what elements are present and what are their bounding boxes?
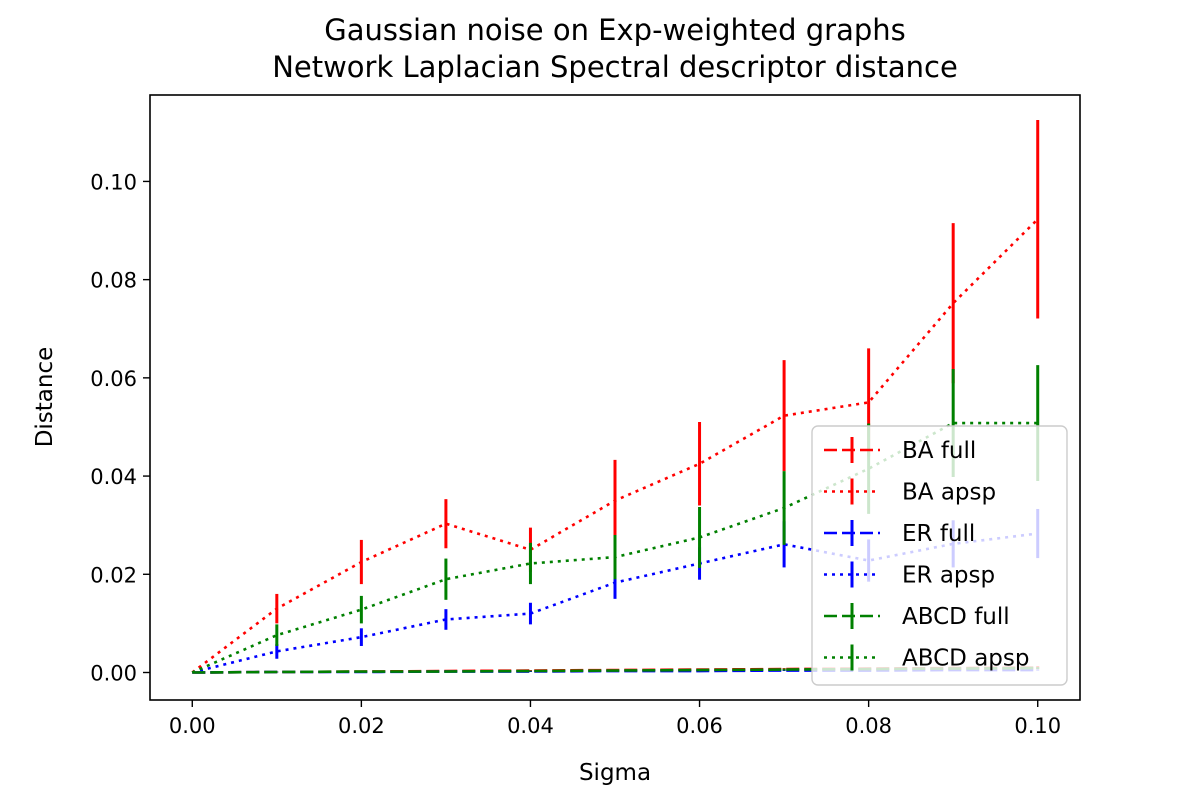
x-tick-label: 0.08 xyxy=(845,714,892,738)
y-tick-label: 0.08 xyxy=(90,269,137,293)
y-tick-label: 0.10 xyxy=(90,170,137,194)
x-tick-label: 0.10 xyxy=(1014,714,1061,738)
legend-item-ba-full: BA full xyxy=(824,437,976,464)
legend-item-abcd-apsp: ABCD apsp xyxy=(824,644,1029,672)
x-tick-label: 0.00 xyxy=(169,714,216,738)
legend: BA full BA apsp ER full ER apsp ABCD full ABC… xyxy=(811,425,1068,686)
legend-item-er-full: ER full xyxy=(824,520,975,547)
series-line-abcd-apsp xyxy=(191,421,1038,674)
legend-item-ba-apsp: BA apsp xyxy=(824,478,996,506)
x-axis-label: Sigma xyxy=(579,760,651,786)
legend-box xyxy=(811,425,1068,686)
legend-item-abcd-full: ABCD full xyxy=(824,603,1010,630)
chart-subtitle: Network Laplacian Spectral descriptor di… xyxy=(272,50,958,84)
x-tick-label: 0.04 xyxy=(507,714,554,738)
x-tick-label: 0.06 xyxy=(676,714,723,738)
legend-label: BA full xyxy=(902,438,976,464)
legend-label: ER apsp xyxy=(902,563,995,589)
axes: 0.00 0.02 0.04 0.06 0.08 0.10 0.00 0.02 0.04 0.06… xyxy=(90,94,1081,738)
y-tick-label: 0.04 xyxy=(90,465,137,489)
y-tick-label: 0.00 xyxy=(90,662,137,686)
y-tick-label: 0.02 xyxy=(90,563,137,587)
legend-label: ABCD full xyxy=(902,604,1010,630)
series-line-ba-apsp xyxy=(191,218,1039,674)
legend-label: ABCD apsp xyxy=(902,646,1029,672)
chart-title: Gaussian noise on Exp-weighted graphs xyxy=(324,13,906,47)
plot-frame xyxy=(149,94,1081,701)
legend-item-er-apsp: ER apsp xyxy=(824,561,995,589)
y-tick-label: 0.06 xyxy=(90,367,137,391)
legend-label: BA apsp xyxy=(902,480,996,506)
x-tick-label: 0.02 xyxy=(338,714,385,738)
y-axis-label: Distance xyxy=(32,347,58,448)
legend-label: ER full xyxy=(902,521,975,547)
